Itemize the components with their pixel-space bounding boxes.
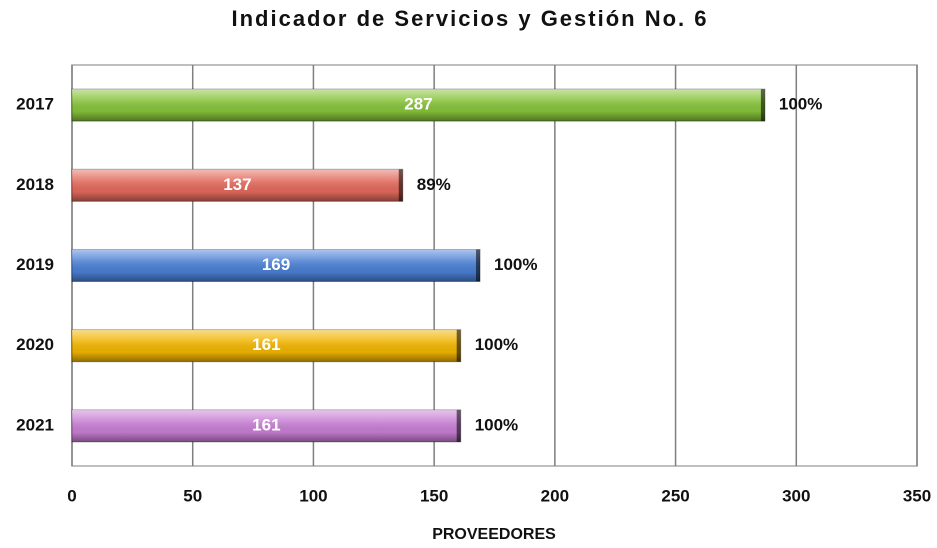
bar-value-label: 161 [252,415,280,434]
y-tick-label: 2018 [16,175,54,194]
percent-label: 89% [417,175,451,194]
bar-value-label: 169 [262,255,290,274]
percent-label: 100% [494,255,537,274]
x-tick-label: 300 [782,486,810,505]
x-axis-label: PROVEEDORES [432,526,556,543]
y-tick-label: 2020 [16,335,54,354]
bar-shine [72,249,481,282]
bar-end [456,409,461,442]
x-tick-label: 100 [299,486,327,505]
chart-title: Indicador de Servicios y Gestión No. 6 [231,6,708,31]
x-tick-label: 0 [67,486,76,505]
bar-shine [72,89,765,122]
x-tick-label: 200 [541,486,569,505]
bar-end [760,89,765,122]
bar-shine [72,329,461,362]
y-tick-label: 2021 [16,415,54,434]
x-tick-label: 150 [420,486,448,505]
bar-value-label: 161 [252,335,280,354]
bar-shine [72,409,461,442]
bar-shine [72,169,403,202]
bar-end [456,329,461,362]
bar-end [476,249,481,282]
percent-label: 100% [779,95,822,114]
y-tick-label: 2017 [16,95,54,114]
percent-label: 100% [475,335,518,354]
x-tick-label: 250 [661,486,689,505]
bar-end [398,169,403,202]
y-tick-label: 2019 [16,255,54,274]
percent-label: 100% [475,415,518,434]
bar-value-label: 287 [404,95,432,114]
x-tick-label: 50 [183,486,202,505]
x-tick-label: 350 [903,486,931,505]
bar-value-label: 137 [223,175,251,194]
